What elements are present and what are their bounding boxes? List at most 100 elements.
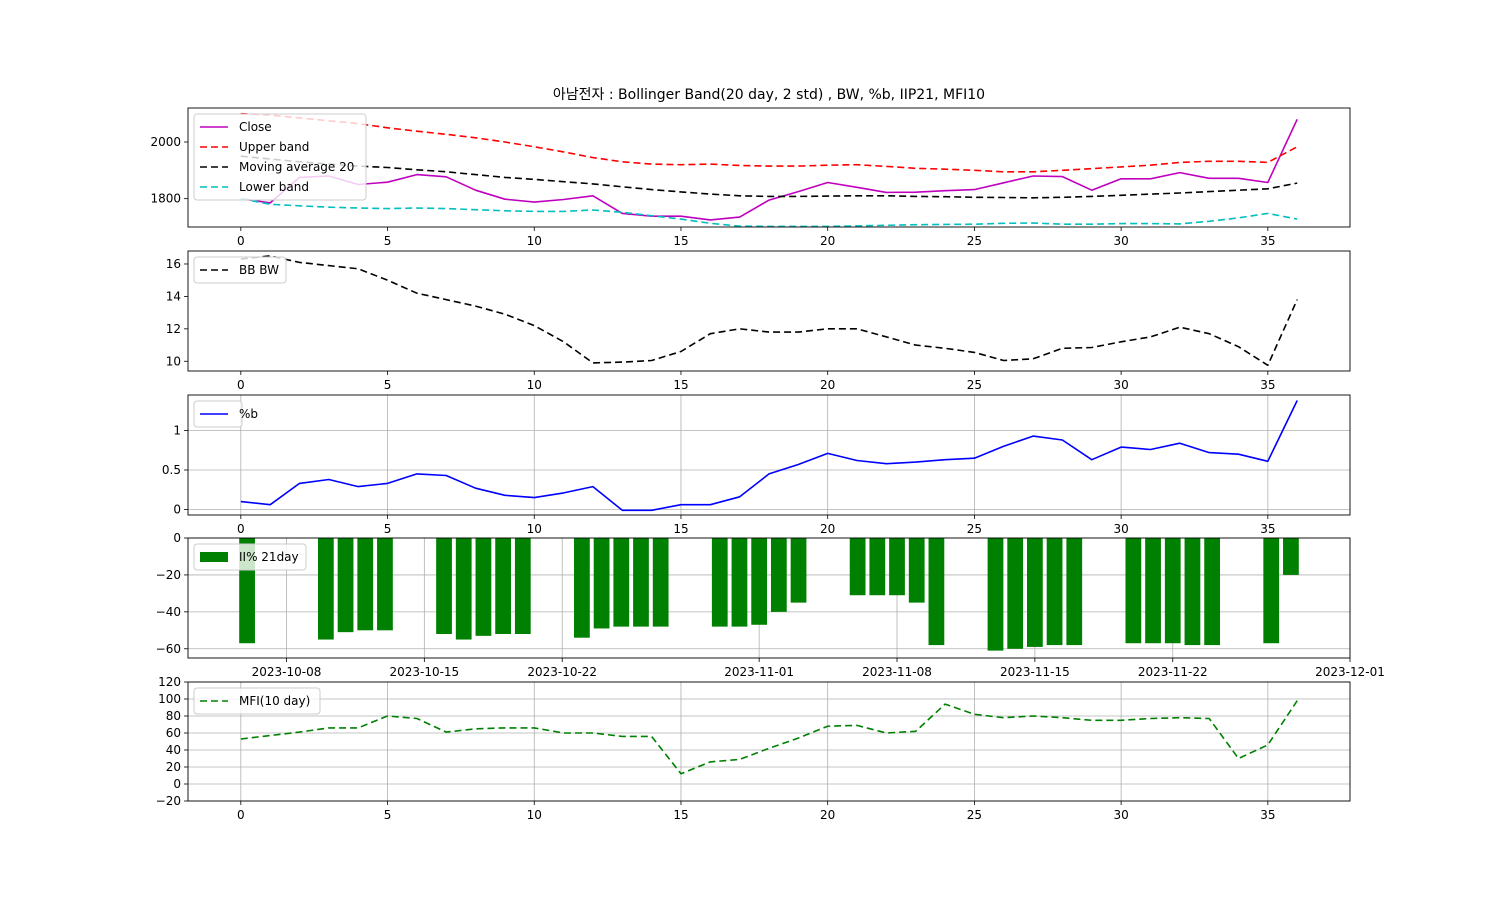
y-tick-label: −60: [156, 642, 181, 656]
y-tick-label: 0.5: [162, 463, 181, 477]
legend-label: Upper band: [239, 140, 309, 154]
x-tick-label: 10: [527, 522, 542, 536]
x-tick-label: 15: [673, 234, 688, 248]
x-tick-label: 5: [384, 522, 392, 536]
y-tick-label: −20: [156, 568, 181, 582]
bar: [1046, 538, 1063, 646]
x-tick-label: 10: [527, 378, 542, 392]
x-tick-label: 20: [820, 378, 835, 392]
x-tick-label: 25: [967, 378, 982, 392]
y-tick-label: 120: [158, 675, 181, 689]
y-tick-label: 16: [166, 257, 181, 271]
bar: [889, 538, 905, 596]
axes-frame: [187, 394, 1351, 516]
bar: [751, 538, 768, 625]
bar: [1007, 538, 1024, 649]
x-tick-label: 25: [967, 522, 982, 536]
bar: [928, 538, 945, 646]
legend: %b: [193, 400, 258, 428]
y-tick-label: 12: [166, 322, 181, 336]
x-tick-label: 10: [527, 808, 542, 822]
x-tick-label: 25: [967, 234, 982, 248]
y-tick-label: 1800: [150, 192, 181, 206]
x-tick-label: 0: [237, 378, 245, 392]
x-tick-label: 0: [237, 522, 245, 536]
bar: [711, 538, 728, 627]
series-line-1: [240, 112, 1298, 173]
legend-label: MFI(10 day): [239, 694, 310, 708]
panel-mfi: 0 5 10 15 20 25 30 35 −20 0 20 40 60 80 100 120 MFI(10 d…: [156, 675, 1351, 822]
x-tick-label: 2023-11-01: [724, 665, 794, 679]
y-tick-label: −20: [156, 794, 181, 808]
bar: [436, 538, 452, 634]
bar: [475, 538, 492, 636]
axes-frame: [187, 681, 1351, 802]
x-tick-label: 15: [673, 808, 688, 822]
x-tick-label: 15: [673, 378, 688, 392]
y-tick-label: 14: [166, 289, 181, 303]
x-tick-label: 35: [1260, 522, 1275, 536]
y-tick-label: 0: [173, 531, 181, 545]
bar: [849, 538, 866, 596]
bar: [770, 538, 787, 612]
bar: [790, 538, 807, 603]
x-tick-label: 0: [237, 234, 245, 248]
legend-label: %b: [239, 407, 258, 421]
x-tick-label: 2023-11-08: [862, 665, 932, 679]
panel-bandwidth: 0 5 10 15 20 25 30 35 10 12 14 16 BB BW: [166, 250, 1351, 392]
x-tick-label: 35: [1260, 808, 1275, 822]
axes-frame: [187, 537, 1351, 659]
x-tick-label: 5: [384, 234, 392, 248]
bar: [1125, 538, 1142, 644]
legend-label: Close: [239, 120, 272, 134]
bar: [613, 538, 630, 627]
bar: [1204, 538, 1221, 646]
legend-label: BB BW: [239, 263, 279, 277]
bar: [1145, 538, 1161, 644]
bar: [455, 538, 472, 640]
x-tick-label: 30: [1113, 522, 1128, 536]
x-tick-label: 20: [820, 808, 835, 822]
x-tick-label: 2023-10-15: [389, 665, 459, 679]
y-tick-label: 80: [166, 709, 181, 723]
y-tick-label: 40: [166, 743, 181, 757]
x-tick-label: 2023-11-22: [1138, 665, 1208, 679]
bar: [987, 538, 1004, 651]
legend-label: Moving average 20: [239, 160, 354, 174]
axes-frame: [187, 250, 1351, 372]
x-tick-label: 2023-10-08: [252, 665, 322, 679]
bar: [1066, 538, 1083, 646]
bar: [514, 538, 531, 634]
x-tick-label: 25: [967, 808, 982, 822]
series-line-3: [240, 197, 1298, 227]
x-tick-label: 35: [1260, 234, 1275, 248]
axes-frame: [187, 107, 1351, 228]
x-tick-label: 2023-10-22: [527, 665, 597, 679]
bar: [633, 538, 649, 627]
y-tick-label: 100: [158, 692, 181, 706]
legend-swatch: [200, 552, 228, 562]
bar: [377, 538, 393, 631]
legend-box: [193, 687, 321, 715]
x-tick-label: 5: [384, 378, 392, 392]
x-tick-label: 2023-12-01: [1315, 665, 1385, 679]
panel-price-bands: 0 5 10 15 20 25 30 35 1800 2000 Close Upper band Mov…: [150, 107, 1351, 248]
x-tick-label: 15: [673, 522, 688, 536]
x-tick-label: 20: [820, 522, 835, 536]
legend-box: [193, 256, 287, 284]
bar: [357, 538, 374, 631]
legend-box: [193, 113, 367, 201]
bar: [1027, 538, 1043, 647]
y-tick-label: 1: [173, 424, 181, 438]
x-tick-label: 35: [1260, 378, 1275, 392]
series-line-0: [240, 118, 1298, 221]
x-tick-label: 20: [820, 234, 835, 248]
legend: Close Upper band Moving average 20 Lower ba…: [193, 113, 367, 201]
panel-ii-percent: 2023-10-08 2023-10-15 2023-10-22 2023-11-01…: [156, 531, 1385, 679]
bar: [869, 538, 886, 596]
series-line-2: [240, 155, 1298, 199]
y-tick-label: −40: [156, 605, 181, 619]
bar: [495, 538, 511, 634]
y-tick-label: 0: [173, 502, 181, 516]
